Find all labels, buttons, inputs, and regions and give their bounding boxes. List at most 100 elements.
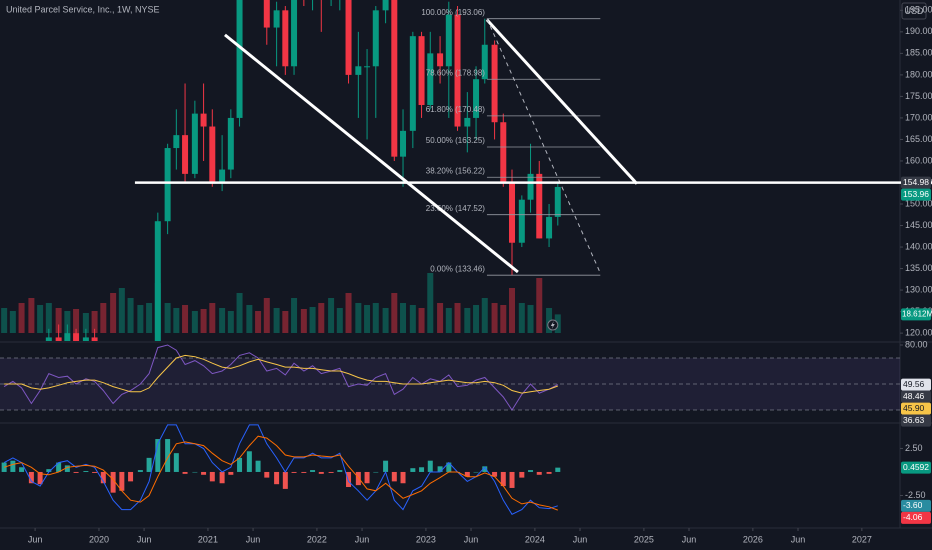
volume-bar bbox=[527, 305, 534, 333]
value-box bbox=[901, 378, 931, 391]
macd-histogram-bar bbox=[165, 439, 171, 472]
fib-label: 61.80% (170.48) bbox=[426, 105, 485, 114]
x-tick-label: 2020 bbox=[89, 534, 109, 544]
value-box bbox=[901, 414, 931, 427]
macd-histogram-bar bbox=[237, 457, 243, 472]
volume-bar bbox=[55, 308, 62, 333]
x-tick-label: 2022 bbox=[307, 534, 327, 544]
value-box-label: -4.06 bbox=[903, 512, 923, 522]
trendline bbox=[486, 18, 601, 273]
volume-bar bbox=[546, 308, 553, 333]
x-tick-label: 2023 bbox=[416, 534, 436, 544]
macd-histogram-bar bbox=[328, 471, 334, 473]
macd-tick-label: -2.50 bbox=[905, 490, 926, 500]
macd-histogram-bar bbox=[28, 471, 34, 484]
x-tick-label: Jun bbox=[464, 534, 479, 544]
macd-histogram-bar bbox=[274, 471, 280, 485]
x-tick-label: Jun bbox=[682, 534, 697, 544]
macd-histogram-bar bbox=[255, 460, 261, 472]
candle-body bbox=[554, 186, 561, 217]
candle-body bbox=[427, 53, 434, 106]
candle-body bbox=[418, 36, 425, 106]
value-box bbox=[901, 308, 931, 321]
fib-label: 100.00% (193.06) bbox=[421, 8, 485, 17]
trendline bbox=[485, 18, 639, 185]
volume-bar bbox=[18, 303, 25, 333]
volume-bar bbox=[28, 298, 35, 333]
volume-bar bbox=[164, 303, 171, 333]
macd-histogram-bar bbox=[146, 457, 152, 472]
x-tick-label: Jun bbox=[355, 534, 370, 544]
x-tick-label: 2025 bbox=[634, 534, 654, 544]
value-box-label: 0.4592 bbox=[903, 462, 929, 472]
volume-bar bbox=[263, 298, 270, 333]
candle-body bbox=[164, 148, 171, 222]
macd-histogram-bar bbox=[301, 471, 307, 473]
y-tick-label: 130.00 bbox=[905, 284, 932, 294]
macd-histogram-bar bbox=[546, 471, 552, 474]
volume-bar bbox=[500, 305, 507, 333]
volume-bar bbox=[518, 303, 525, 333]
volume-bar bbox=[364, 305, 371, 333]
macd-histogram-bar bbox=[19, 467, 25, 472]
volume-bar bbox=[9, 311, 16, 333]
volume-bar bbox=[110, 293, 117, 333]
value-box-label: 18.612M bbox=[902, 309, 932, 318]
candle-body bbox=[500, 122, 507, 183]
volume-bar bbox=[37, 305, 44, 333]
y-tick-label: 165.00 bbox=[905, 134, 932, 144]
volume-bar bbox=[300, 309, 307, 333]
rsi-line bbox=[4, 354, 558, 394]
volume-bar bbox=[473, 305, 480, 333]
macd-histogram-bar bbox=[46, 469, 52, 472]
value-box bbox=[901, 176, 931, 189]
volume-bar bbox=[118, 288, 125, 333]
candle-body bbox=[91, 337, 98, 341]
fib-label: 78.60% (178.98) bbox=[426, 68, 485, 77]
x-tick-label: Jun bbox=[573, 534, 588, 544]
rsi-tick-label: 80.00 bbox=[905, 339, 928, 349]
candle-body bbox=[518, 199, 525, 243]
volume-bar bbox=[409, 305, 416, 333]
candle-body bbox=[73, 333, 80, 341]
macd-histogram-bar bbox=[464, 471, 470, 477]
macd-histogram-bar bbox=[355, 471, 361, 486]
volume-bar bbox=[100, 303, 107, 333]
volume-bar bbox=[146, 303, 153, 333]
macd-histogram-bar bbox=[310, 470, 316, 472]
candle-body bbox=[437, 53, 444, 67]
candle-body bbox=[291, 0, 298, 67]
candle-body bbox=[64, 333, 71, 341]
y-tick-label: 120.00 bbox=[905, 327, 932, 337]
y-tick-label: 195.00 bbox=[905, 5, 932, 15]
y-tick-label: 150.00 bbox=[905, 198, 932, 208]
value-box bbox=[901, 402, 931, 415]
macd-histogram-bar bbox=[364, 471, 370, 484]
volume-bar bbox=[391, 293, 398, 333]
volume-bar bbox=[345, 293, 352, 333]
candle-body bbox=[154, 221, 161, 341]
candle-body bbox=[55, 337, 62, 341]
y-tick-label: 145.00 bbox=[905, 220, 932, 230]
volume-bar bbox=[318, 303, 325, 333]
macd-histogram-bar bbox=[182, 471, 188, 474]
volume-bar bbox=[464, 308, 471, 333]
y-tick-label: 180.00 bbox=[905, 69, 932, 79]
macd-histogram-bar bbox=[73, 471, 79, 473]
currency-box[interactable] bbox=[901, 2, 927, 20]
x-tick-label: Jun bbox=[791, 534, 806, 544]
candle-body bbox=[263, 0, 270, 28]
macd-histogram-bar bbox=[83, 471, 89, 472]
macd-histogram-bar bbox=[64, 465, 70, 472]
volume-bar bbox=[427, 273, 434, 333]
macd-histogram-bar bbox=[92, 471, 98, 473]
candle-body bbox=[464, 117, 471, 127]
x-tick-label: 2024 bbox=[525, 534, 545, 544]
candle-body bbox=[282, 10, 289, 67]
macd-line bbox=[3, 435, 558, 511]
volume-bar bbox=[82, 313, 89, 333]
macd-histogram-bar bbox=[155, 439, 161, 472]
y-tick-label: 160.00 bbox=[905, 155, 932, 165]
volume-bar bbox=[491, 303, 498, 333]
